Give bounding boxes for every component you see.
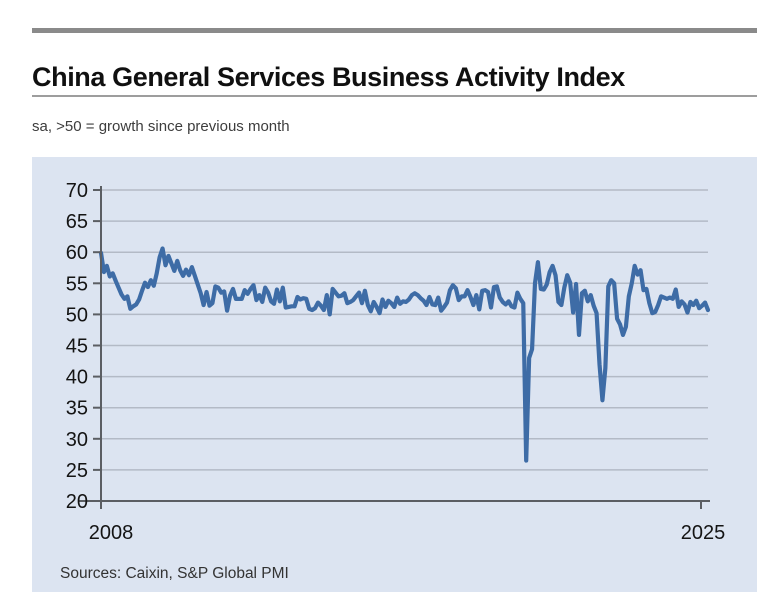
svg-text:65: 65 xyxy=(66,211,88,233)
sources-note: Sources: Caixin, S&P Global PMI xyxy=(60,565,289,582)
svg-text:70: 70 xyxy=(66,180,88,202)
pmi-series-line xyxy=(98,246,711,463)
axes xyxy=(78,186,710,509)
svg-text:30: 30 xyxy=(66,429,88,451)
svg-text:20: 20 xyxy=(66,491,88,513)
svg-text:2008: 2008 xyxy=(89,522,134,544)
page-title: China General Services Business Activity… xyxy=(32,62,625,93)
svg-text:50: 50 xyxy=(66,304,88,326)
svg-text:35: 35 xyxy=(66,398,88,420)
svg-text:55: 55 xyxy=(66,273,88,295)
chart-panel: 70 65 60 55 50 45 40 35 30 25 20 2008 2025 Sources:… xyxy=(32,157,757,592)
svg-text:2025: 2025 xyxy=(681,522,726,544)
svg-text:45: 45 xyxy=(66,336,88,358)
svg-text:60: 60 xyxy=(66,242,88,264)
x-axis-tick-labels: 2008 2025 xyxy=(89,522,726,544)
gridlines xyxy=(101,189,708,471)
svg-text:40: 40 xyxy=(66,367,88,389)
chart-subtitle: sa, >50 = growth since previous month xyxy=(32,118,290,135)
svg-text:25: 25 xyxy=(66,460,88,482)
title-top-rule xyxy=(32,28,757,33)
title-bottom-rule xyxy=(32,95,757,97)
y-axis-tick-labels: 70 65 60 55 50 45 40 35 30 25 20 xyxy=(66,180,88,513)
line-chart: 70 65 60 55 50 45 40 35 30 25 20 2008 2025 xyxy=(66,180,726,544)
